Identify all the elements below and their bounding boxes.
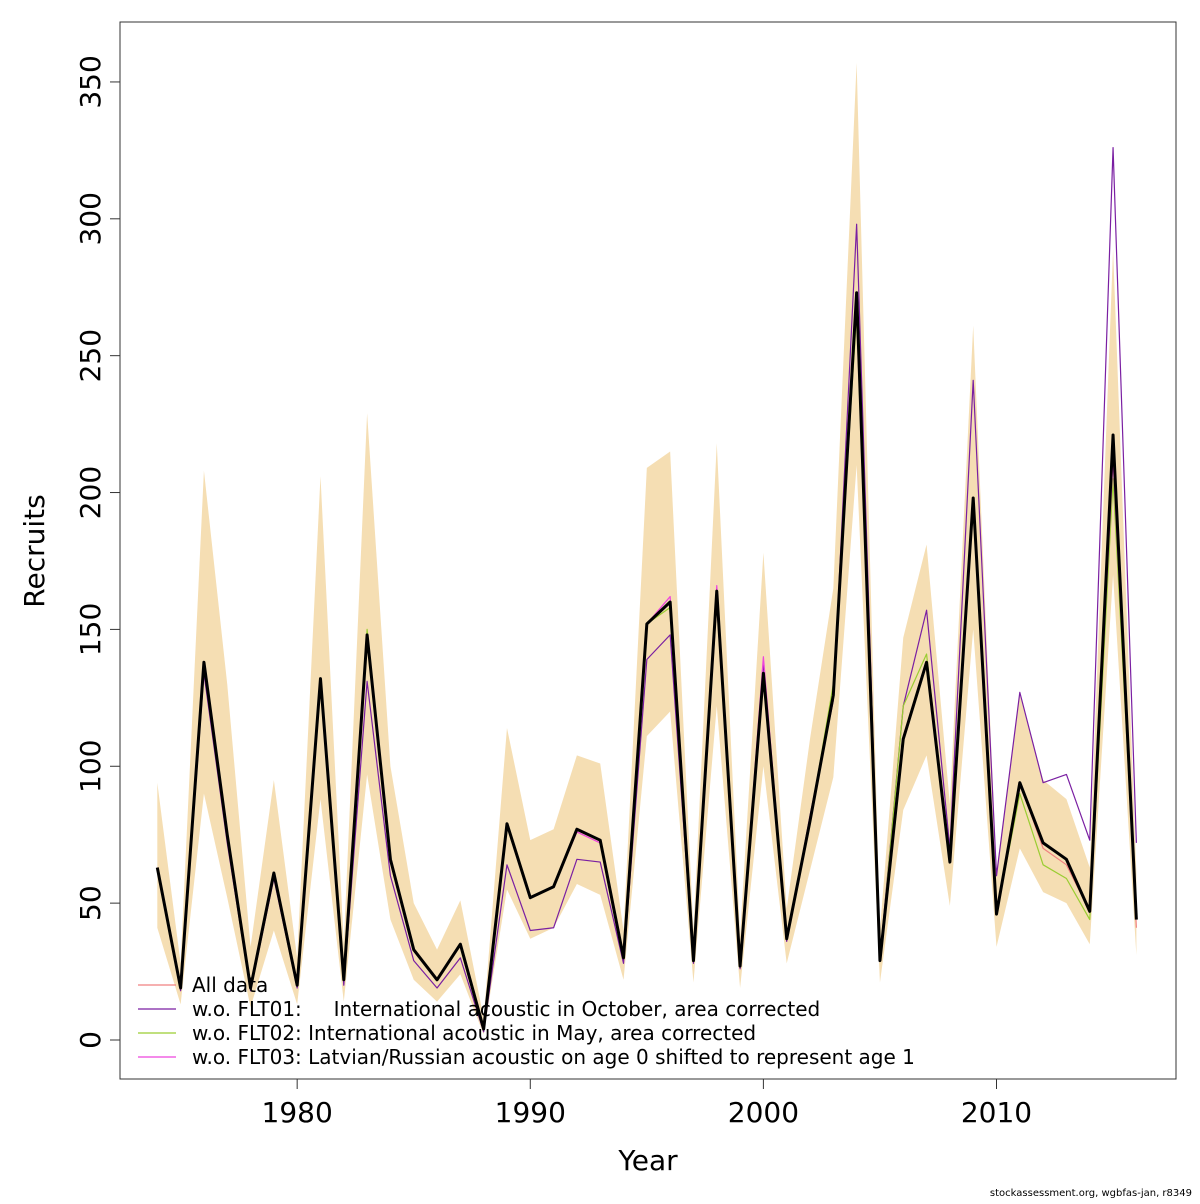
x-tick-label: 2010 (961, 1096, 1032, 1129)
y-tick-label: 0 (74, 1031, 107, 1049)
y-tick-label: 250 (74, 329, 107, 382)
x-axis-label: Year (617, 1144, 678, 1177)
y-axis-label: Recruits (18, 494, 51, 607)
confidence-band (157, 62, 1137, 1035)
y-tick-label: 100 (74, 740, 107, 793)
x-tick-label: 1980 (262, 1096, 333, 1129)
legend-label: w.o. FLT03: Latvian/Russian acoustic on … (192, 1045, 915, 1069)
legend-label: w.o. FLT01: International acoustic in Oc… (192, 997, 820, 1021)
legend-label: All data (192, 973, 268, 997)
y-tick-label: 50 (74, 885, 107, 921)
y-tick-label: 200 (74, 466, 107, 519)
plot-frame (119, 21, 1177, 1080)
x-tick-label: 1990 (495, 1096, 566, 1129)
x-tick-label: 2000 (728, 1096, 799, 1129)
main-line (155, 291, 1138, 1031)
y-tick-label: 300 (74, 192, 107, 245)
y-tick-label: 350 (74, 55, 107, 108)
footnote: stockassessment.org, wgbfas-jan, r8349 (990, 1188, 1192, 1199)
legend-label: w.o. FLT02: International acoustic in Ma… (192, 1021, 756, 1045)
y-tick-label: 150 (74, 603, 107, 656)
